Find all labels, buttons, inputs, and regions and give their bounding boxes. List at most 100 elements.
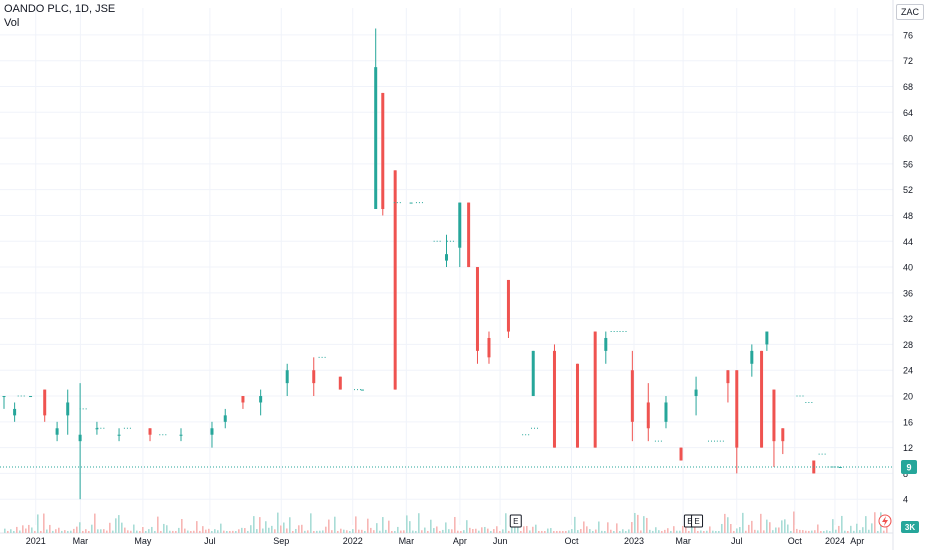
candle-body[interactable] bbox=[646, 402, 650, 429]
volume-bar bbox=[313, 530, 315, 533]
volume-bar bbox=[751, 520, 753, 533]
candle-body[interactable] bbox=[29, 396, 33, 398]
candle-body[interactable] bbox=[735, 370, 739, 448]
price-tick-label: 44 bbox=[903, 237, 913, 247]
volume-bar bbox=[340, 528, 342, 533]
earnings-marker[interactable] bbox=[691, 514, 704, 528]
volume-bar bbox=[448, 529, 450, 533]
candle-body[interactable] bbox=[241, 396, 245, 403]
candle-body[interactable] bbox=[772, 389, 776, 442]
candle-body[interactable] bbox=[360, 389, 364, 391]
candle-body[interactable] bbox=[2, 396, 6, 398]
volume-bar bbox=[577, 530, 579, 533]
candle-body[interactable] bbox=[148, 428, 152, 435]
candle-body[interactable] bbox=[312, 370, 316, 384]
volume-bar bbox=[295, 528, 297, 533]
volume-bar bbox=[601, 530, 603, 533]
candle-body[interactable] bbox=[66, 402, 70, 416]
candle-body[interactable] bbox=[374, 67, 378, 210]
time-tick-label: 2024 bbox=[825, 536, 845, 546]
volume-bar bbox=[55, 529, 57, 533]
candle-body[interactable] bbox=[409, 202, 413, 204]
time-tick-label: Oct bbox=[565, 536, 580, 546]
volume-bar bbox=[91, 524, 93, 533]
time-tick-label: Oct bbox=[788, 536, 803, 546]
volume-bar bbox=[730, 524, 732, 533]
volume-bar bbox=[502, 529, 504, 533]
candle-body[interactable] bbox=[223, 415, 227, 422]
volume-bar bbox=[61, 530, 63, 533]
price-tick-label: 20 bbox=[903, 392, 913, 402]
volume-bar bbox=[352, 529, 354, 533]
volume-bar bbox=[817, 524, 819, 533]
volume-bar bbox=[859, 530, 861, 533]
volume-bar bbox=[703, 530, 705, 533]
volume-bar bbox=[727, 517, 729, 533]
candle-body[interactable] bbox=[210, 428, 214, 435]
volume-bar bbox=[112, 530, 114, 533]
candle-body[interactable] bbox=[117, 434, 121, 436]
volume-bar bbox=[463, 530, 465, 533]
candle-body[interactable] bbox=[13, 408, 17, 416]
candle-body[interactable] bbox=[750, 350, 754, 364]
volume-bar bbox=[343, 529, 345, 533]
candle-body[interactable] bbox=[78, 434, 82, 442]
candle-body[interactable] bbox=[679, 447, 683, 461]
volume-bar bbox=[553, 530, 555, 533]
volume-bar bbox=[133, 524, 135, 533]
candle-body[interactable] bbox=[179, 434, 183, 436]
volume-bar bbox=[121, 522, 123, 533]
candle-body[interactable] bbox=[694, 389, 698, 397]
candle-body[interactable] bbox=[726, 370, 730, 384]
candle-body[interactable] bbox=[630, 370, 634, 422]
candle-body[interactable] bbox=[381, 92, 385, 210]
candle-body[interactable] bbox=[552, 350, 556, 448]
symbol-title[interactable]: OANDO PLC, 1D, JSE bbox=[4, 3, 116, 15]
volume-bar bbox=[715, 530, 717, 533]
volume-bar bbox=[622, 529, 624, 533]
volume-bar bbox=[280, 525, 282, 533]
volume-bar bbox=[823, 530, 825, 533]
candle-body[interactable] bbox=[604, 337, 608, 351]
currency-badge[interactable]: ZAC bbox=[896, 4, 924, 20]
last-price-badge[interactable] bbox=[901, 459, 917, 474]
candle-body[interactable] bbox=[95, 428, 99, 430]
time-tick-label: Mar bbox=[73, 536, 89, 546]
volume-bar bbox=[388, 520, 390, 533]
volume-bar bbox=[724, 513, 726, 533]
candle-body[interactable] bbox=[487, 337, 491, 358]
candle-body[interactable] bbox=[458, 202, 462, 248]
volume-value-badge[interactable] bbox=[901, 521, 919, 533]
earnings-marker-label: E bbox=[694, 517, 699, 526]
volume-bar bbox=[877, 530, 879, 533]
volume-bar bbox=[277, 512, 279, 533]
candle-body[interactable] bbox=[445, 254, 448, 261]
candle-body[interactable] bbox=[760, 350, 764, 448]
candle-body[interactable] bbox=[43, 389, 47, 416]
candle-body[interactable] bbox=[467, 202, 471, 268]
candle-body[interactable] bbox=[55, 428, 59, 435]
candle-body[interactable] bbox=[506, 279, 510, 332]
candle-body[interactable] bbox=[259, 396, 263, 403]
volume-bar bbox=[736, 528, 738, 533]
candle-body[interactable] bbox=[664, 402, 668, 422]
volume-bar bbox=[217, 530, 219, 533]
volume-bar bbox=[382, 517, 384, 533]
volume-bar bbox=[181, 519, 183, 533]
candle-body[interactable] bbox=[393, 170, 397, 390]
candle-body[interactable] bbox=[285, 370, 289, 384]
candle-body[interactable] bbox=[765, 331, 769, 345]
earnings-marker[interactable] bbox=[509, 514, 522, 528]
candle-body[interactable] bbox=[475, 267, 479, 351]
volume-bar bbox=[214, 529, 216, 533]
volume-bar bbox=[172, 530, 174, 533]
candle-body[interactable] bbox=[338, 376, 342, 390]
volume-bar bbox=[538, 530, 540, 533]
volume-indicator-label[interactable]: Vol bbox=[4, 17, 20, 29]
candle-body[interactable] bbox=[593, 331, 597, 448]
candle-body[interactable] bbox=[531, 350, 535, 397]
candle-body[interactable] bbox=[575, 363, 579, 448]
candle-body[interactable] bbox=[781, 428, 785, 442]
